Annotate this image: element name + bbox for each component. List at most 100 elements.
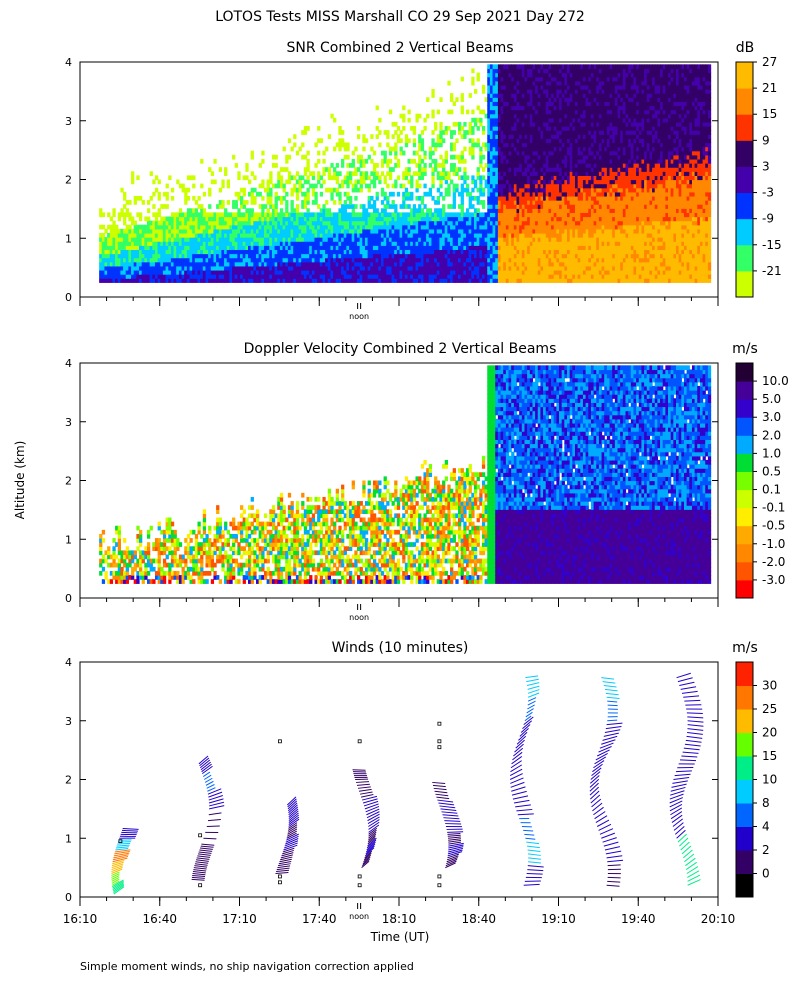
- snr-cell: [317, 228, 321, 234]
- snr-cell: [519, 80, 523, 86]
- snr-cell: [274, 204, 278, 209]
- snr-cell: [282, 261, 286, 267]
- snr-cell: [529, 142, 534, 148]
- snr-cell: [248, 269, 252, 275]
- snr-cell: [240, 237, 244, 242]
- snr-cell: [301, 249, 305, 255]
- snr-cell: [519, 204, 523, 209]
- snr-cell: [497, 183, 502, 189]
- snr-cell: [399, 130, 403, 135]
- snr-cell: [383, 257, 387, 263]
- snr-cell: [500, 257, 504, 263]
- snr-cell: [500, 64, 504, 70]
- snr-cell: [489, 228, 494, 234]
- snr-cell: [240, 274, 244, 279]
- snr-cell: [378, 130, 382, 135]
- snr-cell: [532, 195, 536, 201]
- snr-cell: [418, 171, 422, 176]
- snr-cell: [473, 208, 478, 213]
- snr-cell: [423, 191, 427, 197]
- snr-cell: [165, 278, 169, 283]
- snr-cell: [370, 134, 374, 139]
- snr-cell: [402, 171, 406, 176]
- snr-cell: [335, 241, 339, 246]
- snr-cell: [226, 278, 230, 283]
- snr-cell: [394, 278, 398, 283]
- snr-cell: [407, 245, 411, 251]
- snr-cell: [543, 72, 547, 78]
- snr-cell: [290, 257, 294, 263]
- snr-cell: [540, 245, 544, 251]
- snr-cell: [330, 216, 334, 222]
- snr-cell: [543, 113, 547, 119]
- snr-cell: [245, 220, 249, 226]
- snr-cell: [447, 245, 451, 251]
- snr-cell: [553, 171, 557, 176]
- snr-cell: [567, 175, 571, 181]
- snr-cell: [186, 269, 191, 275]
- snr-cell: [418, 167, 422, 172]
- snr-cell: [559, 249, 563, 255]
- snr-cell: [404, 257, 409, 263]
- snr-cell: [524, 278, 528, 283]
- snr-cell: [455, 97, 459, 102]
- snr-cell: [503, 72, 507, 78]
- snr-cell: [508, 134, 512, 139]
- snr-cell: [540, 105, 544, 111]
- snr-cell: [194, 261, 199, 267]
- snr-cell: [460, 105, 464, 111]
- snr-cell: [115, 245, 119, 251]
- snr-cell: [537, 117, 542, 123]
- snr-cell: [492, 274, 496, 279]
- snr-cell: [341, 163, 345, 168]
- snr-cell: [535, 241, 539, 246]
- snr-cell: [559, 183, 563, 189]
- snr-cell: [232, 220, 236, 226]
- snr-cell: [540, 158, 544, 164]
- snr-cell: [178, 269, 183, 275]
- snr-cell: [567, 138, 571, 144]
- snr-cell: [516, 204, 520, 209]
- snr-cell: [165, 228, 169, 234]
- snr-cell: [476, 237, 480, 242]
- snr-cell: [372, 204, 377, 209]
- snr-cell: [548, 237, 552, 242]
- snr-cell: [221, 261, 225, 267]
- snr-cell: [519, 89, 523, 94]
- snr-cell: [285, 220, 289, 226]
- snr-cell: [255, 269, 260, 275]
- snr-cell: [508, 228, 512, 234]
- snr-cell: [497, 274, 502, 279]
- snr-cell: [564, 241, 568, 246]
- snr-cell: [277, 220, 281, 226]
- snr-cell: [229, 232, 233, 238]
- snr-cell: [341, 142, 345, 148]
- snr-cell: [234, 253, 238, 259]
- snr-cell: [154, 232, 159, 238]
- snr-cell: [559, 121, 563, 127]
- snr-cell: [186, 224, 191, 230]
- snr-cell: [303, 224, 308, 230]
- snr-cell: [567, 167, 571, 172]
- snr-cell: [229, 265, 233, 271]
- snr-cell: [234, 237, 238, 242]
- snr-cell: [99, 249, 103, 255]
- snr-cell: [511, 195, 515, 201]
- snr-cell: [551, 76, 555, 82]
- snr-cell: [455, 269, 459, 275]
- snr-cell: [527, 163, 531, 168]
- snr-cell: [519, 121, 523, 127]
- snr-cell: [200, 183, 204, 189]
- snr-cell: [189, 278, 193, 283]
- snr-cell: [412, 257, 417, 263]
- snr-cell: [367, 245, 371, 251]
- snr-cell: [189, 237, 193, 242]
- snr-cell: [311, 269, 316, 275]
- snr-cell: [452, 232, 456, 238]
- snr-cell: [325, 265, 329, 271]
- snr-cell: [325, 200, 329, 205]
- snr-cell: [388, 224, 393, 230]
- snr-cell: [162, 245, 167, 251]
- snr-cell: [511, 126, 515, 131]
- snr-cell: [460, 200, 464, 205]
